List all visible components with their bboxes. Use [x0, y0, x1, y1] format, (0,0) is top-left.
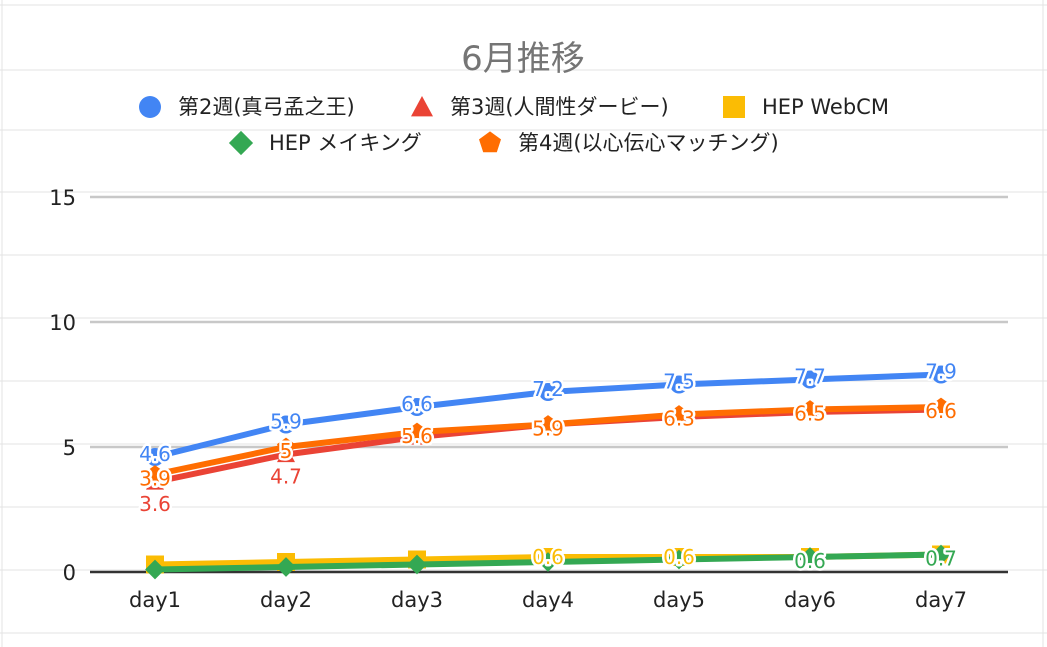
data-point [800, 547, 820, 567]
x-tick-label: day3 [391, 588, 443, 612]
series-layer [145, 365, 951, 580]
data-label: 6.3 [663, 407, 695, 431]
x-axis-ticks: day1 day2 day3 day4 day5 day6 day7 [129, 588, 967, 612]
data-point [146, 465, 164, 483]
data-point [932, 397, 950, 415]
data-point [932, 365, 950, 384]
legend-item-5[interactable]: 第4週(以心伝心マッチング) [479, 131, 779, 155]
series-5[interactable] [146, 397, 950, 483]
data-label: 5.9 [532, 417, 564, 441]
data-point [277, 415, 295, 434]
legend-item-2[interactable]: 第3週(人間性ダービー) [411, 95, 669, 119]
data-point [277, 437, 295, 455]
data-label: 6.5 [794, 402, 826, 426]
data-label: 7.9 [925, 360, 957, 384]
data-point [539, 383, 557, 401]
legend-circle-marker-icon [139, 96, 161, 118]
data-point [408, 398, 426, 416]
x-tick-label: day5 [653, 588, 705, 612]
y-gridlines [90, 195, 1008, 574]
data-label: 7.2 [532, 377, 564, 401]
y-tick-label: 15 [49, 186, 76, 210]
data-label: 5.9 [270, 410, 302, 434]
data-point [146, 448, 164, 466]
x-tick-label: day1 [129, 588, 181, 612]
legend-pentagon-marker-icon [479, 131, 501, 153]
data-point [801, 370, 819, 389]
legend-item-3[interactable]: HEP WebCM [723, 95, 889, 119]
y-axis-ticks: 0 5 10 15 [49, 186, 76, 585]
y-tick-label: 5 [63, 436, 76, 460]
data-point [407, 554, 427, 575]
data-label: 3.9 [139, 467, 171, 491]
series-4[interactable] [145, 544, 951, 580]
legend-label: 第2週(真弓孟之王) [178, 95, 355, 119]
x-tick-label: day7 [915, 588, 967, 612]
data-point [670, 405, 688, 423]
data-label: 0.6 [663, 545, 695, 569]
legend-item-1[interactable]: 第2週(真弓孟之王) [139, 95, 355, 119]
data-label: 4.7 [270, 465, 302, 489]
data-point [408, 422, 426, 440]
data-point [670, 375, 688, 394]
y-tick-label: 10 [49, 311, 76, 335]
data-point [276, 557, 296, 577]
data-point [669, 549, 689, 570]
chart-title: 6月推移 [461, 39, 585, 79]
legend-label: 第4週(以心伝心マッチング) [518, 131, 779, 155]
legend-label: 第3週(人間性ダービー) [450, 95, 669, 119]
x-tick-label: day4 [522, 588, 574, 612]
legend-square-marker-icon [723, 96, 745, 118]
data-point [539, 415, 557, 433]
legend-item-4[interactable]: HEP メイキング [228, 130, 422, 156]
data-label: 3.6 [139, 492, 171, 516]
series-2[interactable] [146, 400, 950, 490]
legend-label: HEP WebCM [762, 95, 889, 119]
legend-triangle-marker-icon [411, 96, 433, 117]
data-labels: 4.6 5.9 6.6 7.2 7.5 7.7 7.9 3.6 4.7 0.6 0.6 0.6 0.7 3… [137, 357, 960, 576]
chart-legend: 第2週(真弓孟之王) 第3週(人間性ダービー) HEP WebCM HEP メイキング… [139, 95, 889, 156]
data-point [538, 552, 558, 572]
data-label: 5.6 [401, 424, 433, 448]
data-label: 6.6 [925, 399, 957, 423]
data-point [931, 544, 951, 565]
data-label: 5 [280, 439, 293, 463]
data-point [801, 400, 819, 418]
data-label: 6.6 [401, 392, 433, 416]
data-label: 7.5 [663, 370, 695, 394]
legend-diamond-marker-icon [228, 130, 254, 156]
data-label: 4.6 [139, 442, 171, 466]
data-label: 0.6 [532, 545, 564, 569]
series-1[interactable] [146, 365, 950, 467]
data-label: 7.7 [794, 365, 826, 389]
x-tick-label: day2 [260, 588, 312, 612]
y-tick-label: 0 [63, 561, 76, 585]
legend-label: HEP メイキング [269, 131, 422, 155]
data-point [145, 559, 165, 580]
x-tick-label: day6 [784, 588, 836, 612]
data-label: 0.7 [925, 547, 957, 571]
data-label: 0.6 [794, 549, 826, 573]
